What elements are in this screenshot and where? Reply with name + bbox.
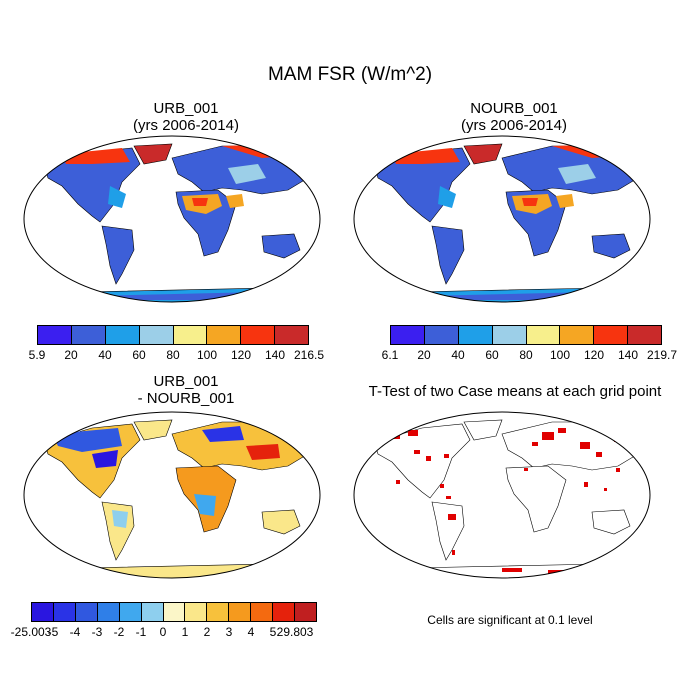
colorbar-diff-label: -3 [91,625,103,639]
colorbar-difference-labels: -25.003 -5 -4 -3 -2 -1 0 1 2 3 4 5 29.803 [11,625,317,641]
colorbar-diff-swatch [207,603,230,621]
colorbar-urb-labels: 5.9 20 40 60 80 100 120 140 216.5 [29,348,324,364]
panel-title-urb-line1: URB_001 [153,100,219,117]
colorbar-diff-label: -4 [69,625,81,639]
colorbar-nourb [390,325,662,345]
colorbar-urb-swatch [105,326,140,344]
colorbar-difference [31,602,317,622]
colorbar-diff-label: 2 [203,625,211,639]
colorbar-urb-swatch [207,326,242,344]
colorbar-nourb-swatch [560,326,595,344]
colorbar-nourb-label: 120 [583,348,605,362]
panel-title-diff: URB_001 - NOURB_001 [36,373,336,407]
colorbar-nourb-swatch [458,326,493,344]
colorbar-urb-label: 40 [98,348,112,362]
panel-title-ttest: T-Test of two Case means at each grid po… [368,383,662,400]
colorbar-urb-label: 5.9 [28,348,46,362]
colorbar-diff-swatch [53,603,76,621]
panel-title-diff-line2: - NOURB_001 [137,390,235,407]
colorbar-diff-label: -5 [47,625,59,639]
colorbar-diff-swatch [185,603,208,621]
colorbar-diff-swatch [141,603,164,621]
colorbar-diff-label: 3 [225,625,233,639]
colorbar-diff-label: -2 [113,625,125,639]
colorbar-urb-label: 140 [264,348,286,362]
colorbar-nourb-label: 20 [417,348,431,362]
colorbar-nourb-swatch [628,326,661,344]
colorbar-diff-label: 4 [247,625,255,639]
map-difference [23,411,321,579]
colorbar-nourb-label: 40 [451,348,465,362]
colorbar-diff-swatch [295,603,316,621]
colorbar-diff-swatch [273,603,296,621]
colorbar-diff-swatch [75,603,98,621]
panel-title-nourb-line1: NOURB_001 [470,100,558,117]
colorbar-urb-label: 80 [166,348,180,362]
colorbar-urb-swatch [71,326,106,344]
colorbar-diff-label: -1 [135,625,147,639]
significance-note: Cells are significant at 0.1 level [427,613,593,627]
colorbar-nourb-label: 60 [485,348,499,362]
colorbar-urb-swatch [241,326,276,344]
colorbar-urb-label: 120 [230,348,252,362]
panel-title-diff-line1: URB_001 [153,373,219,390]
colorbar-nourb-labels: 6.1 20 40 60 80 100 120 140 219.7 [382,348,677,364]
panel-title-nourb: NOURB_001 (yrs 2006-2014) [364,100,664,134]
map-ttest [353,411,651,579]
map-nourb [353,135,651,303]
colorbar-diff-label: 29.803 [276,625,314,639]
colorbar-nourb-label: 140 [617,348,639,362]
colorbar-urb-swatch [173,326,208,344]
colorbar-diff-swatch [163,603,186,621]
colorbar-urb-label: 60 [132,348,146,362]
colorbar-urb-label: 216.5 [293,348,325,362]
colorbar-urb-label: 20 [64,348,78,362]
colorbar-urb-swatch [275,326,308,344]
panel-title-urb: URB_001 (yrs 2006-2014) [36,100,336,134]
colorbar-diff-swatch [229,603,252,621]
colorbar-diff-swatch [32,603,54,621]
colorbar-nourb-swatch [526,326,561,344]
colorbar-diff-label: 0 [159,625,167,639]
colorbar-diff-label: 1 [181,625,189,639]
colorbar-urb [37,325,309,345]
colorbar-diff-swatch [119,603,142,621]
colorbar-diff-label: -25.003 [10,625,52,639]
colorbar-nourb-label: 219.7 [646,348,678,362]
colorbar-nourb-swatch [424,326,459,344]
colorbar-nourb-swatch [492,326,527,344]
colorbar-nourb-swatch [391,326,425,344]
panel-title-nourb-line2: (yrs 2006-2014) [461,117,567,134]
figure-title: MAM FSR (W/m^2) [267,64,433,85]
colorbar-urb-swatch [38,326,72,344]
colorbar-nourb-label: 6.1 [381,348,399,362]
colorbar-nourb-swatch [594,326,629,344]
colorbar-diff-label: 5 [269,625,277,639]
panel-title-urb-line2: (yrs 2006-2014) [133,117,239,134]
colorbar-diff-swatch [251,603,274,621]
colorbar-urb-label: 100 [196,348,218,362]
map-urb [23,135,321,303]
colorbar-diff-swatch [97,603,120,621]
colorbar-urb-swatch [139,326,174,344]
colorbar-nourb-label: 80 [519,348,533,362]
colorbar-nourb-label: 100 [549,348,571,362]
